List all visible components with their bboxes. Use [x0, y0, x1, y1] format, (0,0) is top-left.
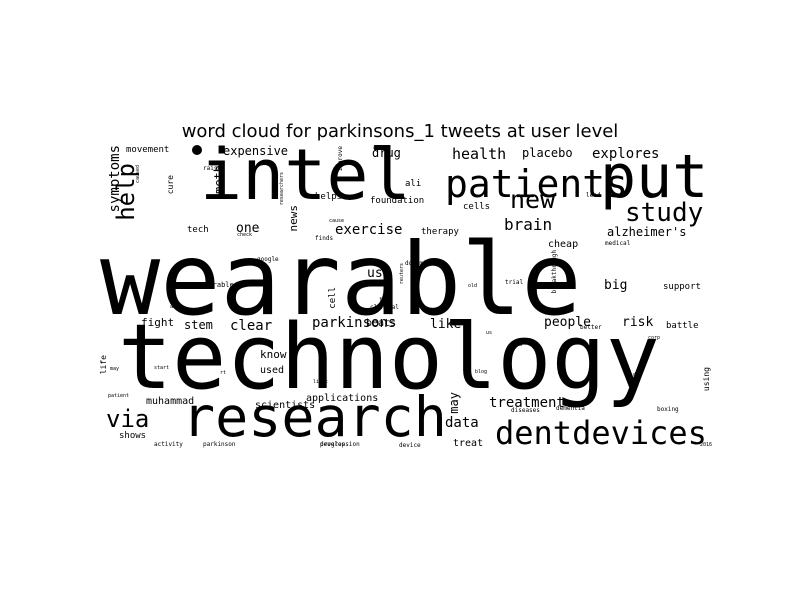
word-19: clear: [230, 318, 273, 334]
word-95: dr: [633, 372, 640, 378]
word-1: technology: [118, 305, 660, 410]
word-42: beats: [366, 318, 397, 329]
word-92: cause: [329, 218, 345, 224]
word-30: placebo: [522, 146, 573, 160]
word-51: therapy: [421, 227, 459, 237]
word-21: risk: [622, 315, 654, 330]
word-3: put: [600, 145, 709, 212]
word-63: finds: [315, 235, 334, 242]
word-72: activity: [154, 441, 183, 448]
word-26: may: [447, 392, 461, 414]
word-88: find: [379, 297, 392, 303]
word-4: research: [182, 385, 447, 449]
word-14: exercise: [335, 222, 403, 238]
word-8: new: [510, 185, 556, 214]
word-10: via: [106, 405, 150, 433]
word-37: applications: [306, 393, 379, 404]
word-28: expensive: [223, 145, 289, 158]
word-74: device: [399, 442, 421, 449]
word-23: like: [430, 317, 462, 332]
word-45: battle: [666, 321, 699, 331]
word-18: data: [445, 415, 479, 431]
word-59: improve: [337, 146, 344, 172]
word-91: check: [237, 232, 253, 238]
word-71: parkinson: [203, 441, 236, 448]
word-12: health: [452, 145, 507, 163]
word-57: wearables: [200, 281, 238, 289]
dot-mark: [192, 145, 202, 155]
word-89: ais: [170, 304, 180, 310]
word-43: shows: [119, 431, 147, 441]
word-25: use: [367, 266, 391, 281]
word-17: treatment: [489, 395, 565, 411]
word-47: cells: [463, 202, 491, 212]
word-67: trial: [505, 279, 524, 286]
word-90: old: [468, 283, 478, 289]
word-34: know: [260, 348, 287, 361]
word-0: wearable: [100, 221, 582, 338]
word-24: one: [236, 221, 260, 236]
word-cloud: wearable technology intel put research patien…: [100, 145, 720, 455]
word-5: patients: [445, 162, 629, 206]
word-54: cure: [166, 175, 175, 195]
word-7: study: [625, 198, 704, 228]
word-60: aid: [373, 145, 384, 151]
word-13: explores: [592, 146, 660, 162]
word-22: big: [604, 278, 628, 293]
word-85: may: [110, 366, 120, 372]
word-52: tech: [187, 225, 209, 235]
word-78: patient: [108, 393, 130, 399]
word-36: cheap: [548, 239, 579, 250]
word-62: google: [257, 256, 279, 263]
word-76: dementia: [556, 405, 585, 412]
word-46: movement: [126, 145, 170, 155]
word-50: foundation: [370, 196, 425, 206]
word-40: treat: [453, 438, 484, 449]
word-77: boxing: [657, 406, 679, 413]
word-73: develop: [320, 441, 346, 448]
word-93: researchers: [279, 172, 285, 206]
word-49: helps: [315, 192, 343, 202]
word-29: drug: [372, 146, 401, 160]
word-35: news: [287, 205, 300, 232]
word-41: used: [260, 365, 285, 376]
word-2: intel: [200, 145, 411, 216]
word-79: start: [154, 365, 170, 371]
word-6: dentdevices: [495, 414, 707, 452]
word-33: fight: [141, 316, 175, 329]
word-56: using: [702, 367, 711, 392]
word-20: people: [544, 315, 591, 330]
word-86: rt: [220, 370, 227, 376]
word-65: dopamine: [405, 260, 434, 267]
word-16: parkinsons: [312, 315, 397, 331]
word-55: life: [100, 355, 108, 375]
word-96: reuters: [399, 263, 405, 285]
word-94: corp: [648, 335, 661, 341]
word-39: muhammad: [146, 396, 195, 407]
word-75: diseases: [511, 407, 540, 414]
word-15: symptoms: [107, 145, 123, 213]
word-69: better: [580, 324, 602, 331]
word-68: clinical: [370, 304, 399, 311]
word-32: stem: [184, 318, 213, 332]
word-31: alzheimer's: [607, 225, 687, 239]
word-48: cell: [328, 287, 338, 309]
word-80: blog: [475, 369, 488, 375]
word-44: support: [663, 282, 701, 292]
word-38: scientists: [255, 400, 316, 411]
word-82: fda: [513, 342, 523, 348]
word-61: lead: [586, 192, 601, 199]
word-70: progression: [320, 441, 360, 448]
chart-title: word cloud for parkinsons_1 tweets at us…: [181, 121, 619, 142]
word-81: light: [313, 379, 329, 385]
word-83: 2016: [700, 442, 713, 448]
word-53: ali: [405, 179, 422, 189]
word-87: us: [486, 330, 493, 336]
word-66: breakthrough: [551, 250, 558, 294]
word-84: caused: [135, 165, 141, 184]
word-11: brain: [504, 215, 553, 234]
word-58: raise: [203, 165, 222, 172]
word-64: medical: [605, 240, 631, 247]
